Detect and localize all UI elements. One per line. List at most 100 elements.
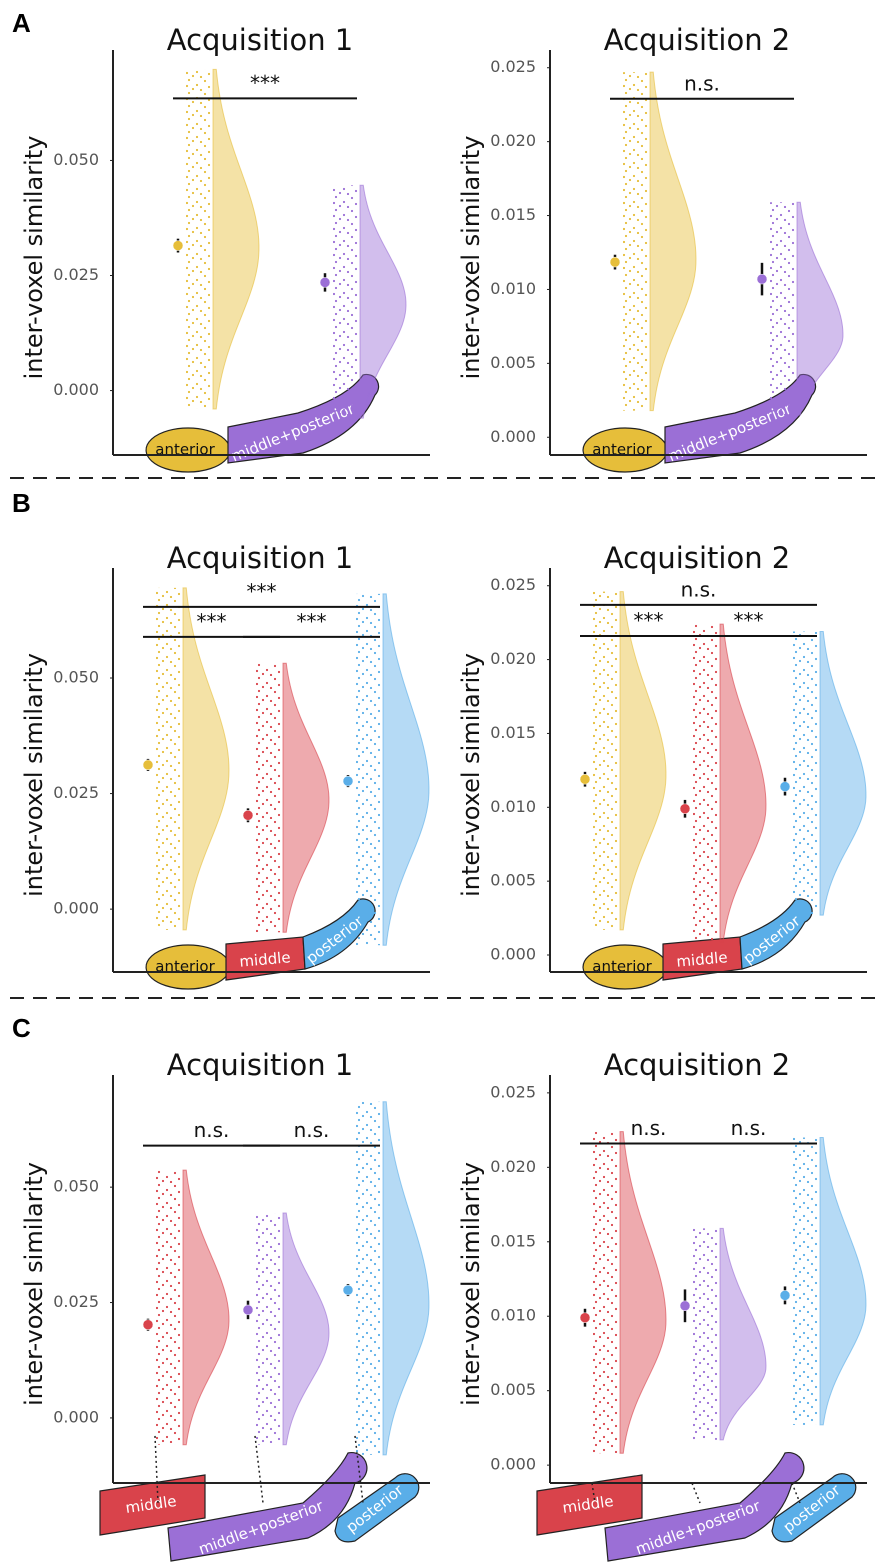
dotted-connector [154,1435,159,1504]
mean-point [242,810,254,821]
chart: Acquisition 2 inter-voxel similarity 0.000… [457,541,867,990]
y-axis-label: inter-voxel similarity [20,136,48,380]
dotted-connector [591,1483,596,1504]
region-outline [771,1473,857,1543]
significance-label: *** [197,609,227,633]
dotted-connector [791,1482,801,1504]
region-outline [536,1474,643,1536]
mean-point [609,256,621,268]
y-tick-label: 0.020 [490,649,536,668]
region-shape: anterior [145,427,231,473]
cloud [819,1137,867,1426]
y-tick-label: 0.025 [490,57,536,76]
y-tick-label: 0.000 [53,380,99,399]
significance-label: *** [247,579,277,603]
y-axis-label: inter-voxel similarity [20,1162,48,1406]
significance-label: n.s. [731,1116,767,1140]
y-axis-label: inter-voxel similarity [20,653,48,897]
chart-title: Acquisition 1 [167,1048,354,1082]
mean-point [342,775,354,787]
region-shape: anterior [145,944,231,990]
cloud [382,593,430,946]
rain [793,631,819,916]
cloud [819,631,867,916]
y-tick-label: 0.010 [490,797,536,816]
significance-label: *** [734,608,764,632]
mean-point [242,1304,254,1316]
y-tick-label: 0.050 [53,1177,99,1196]
region-shape: anterior [582,427,668,473]
y-tick-label: 0.025 [53,265,99,284]
chart: Acquisition 2 inter-voxel similarity 0.000… [457,23,867,473]
region-shape: middle [536,1474,643,1536]
mean-point [679,1300,691,1312]
chart: Acquisition 1 inter-voxel similarity 0.000… [20,23,430,473]
cloud [212,68,260,410]
y-tick-label: 0.025 [490,575,536,594]
y-tick-label: 0.020 [490,131,536,150]
cloud [359,184,407,419]
cloud [649,71,697,412]
region-outline [99,1474,206,1536]
rain [693,624,719,942]
y-tick-label: 0.010 [490,1306,536,1325]
significance-label: *** [634,608,664,632]
y-axis-label: inter-voxel similarity [457,136,485,380]
cloud [719,623,767,943]
mean-point [756,273,768,285]
y-tick-label: 0.050 [53,150,99,169]
y-tick-label: 0.000 [53,1407,99,1426]
mean-point [142,1319,154,1330]
mean-point [172,240,184,251]
rain [256,1213,282,1445]
rain [770,202,796,416]
y-tick-label: 0.015 [490,1231,536,1250]
significance-label: n.s. [684,71,720,95]
mean-point [319,277,331,288]
panel-label: B [12,488,31,518]
panel-label: A [12,8,31,38]
y-tick-label: 0.025 [53,1292,99,1311]
rain [156,587,182,930]
cloud [619,591,667,931]
region-shape: anterior [582,944,668,990]
cloud [719,1227,767,1441]
chart-title: Acquisition 1 [167,23,354,57]
cloud [282,1212,330,1446]
rain [793,1137,819,1425]
mean-point [779,1290,791,1301]
rain [593,1131,619,1454]
y-tick-label: 0.005 [490,353,536,372]
y-tick-label: 0.000 [53,899,99,918]
region-shape: middle [225,936,306,981]
cloud [182,1169,230,1446]
rain [356,1101,382,1455]
y-tick-label: 0.010 [490,279,536,298]
mean-point [579,1312,591,1323]
cloud [796,201,844,416]
chart-title: Acquisition 2 [604,23,791,57]
rain [593,591,619,930]
rain [356,593,382,946]
mean-point [342,1284,354,1296]
y-tick-label: 0.000 [490,945,536,964]
region-outline [334,1473,420,1543]
rain [623,72,649,411]
rain [186,69,212,409]
dotted-connector [254,1435,264,1504]
dotted-connector [691,1482,701,1504]
region-outline [582,427,668,473]
region-shape: middle [662,936,743,981]
cloud [382,1101,430,1456]
mean-point [779,781,791,792]
cloud [619,1131,667,1454]
mean-point [142,759,154,771]
chart: Acquisition 1 inter-voxel similarity 0.000… [20,541,430,990]
region-outline [604,1452,805,1562]
rain [333,185,359,419]
significance-label: n.s. [681,577,717,601]
chart: Acquisition 1 inter-voxel similarity 0.000… [20,1048,430,1562]
region-outline [145,427,231,473]
significance-label: n.s. [194,1118,230,1142]
chart-title: Acquisition 2 [604,1048,791,1082]
